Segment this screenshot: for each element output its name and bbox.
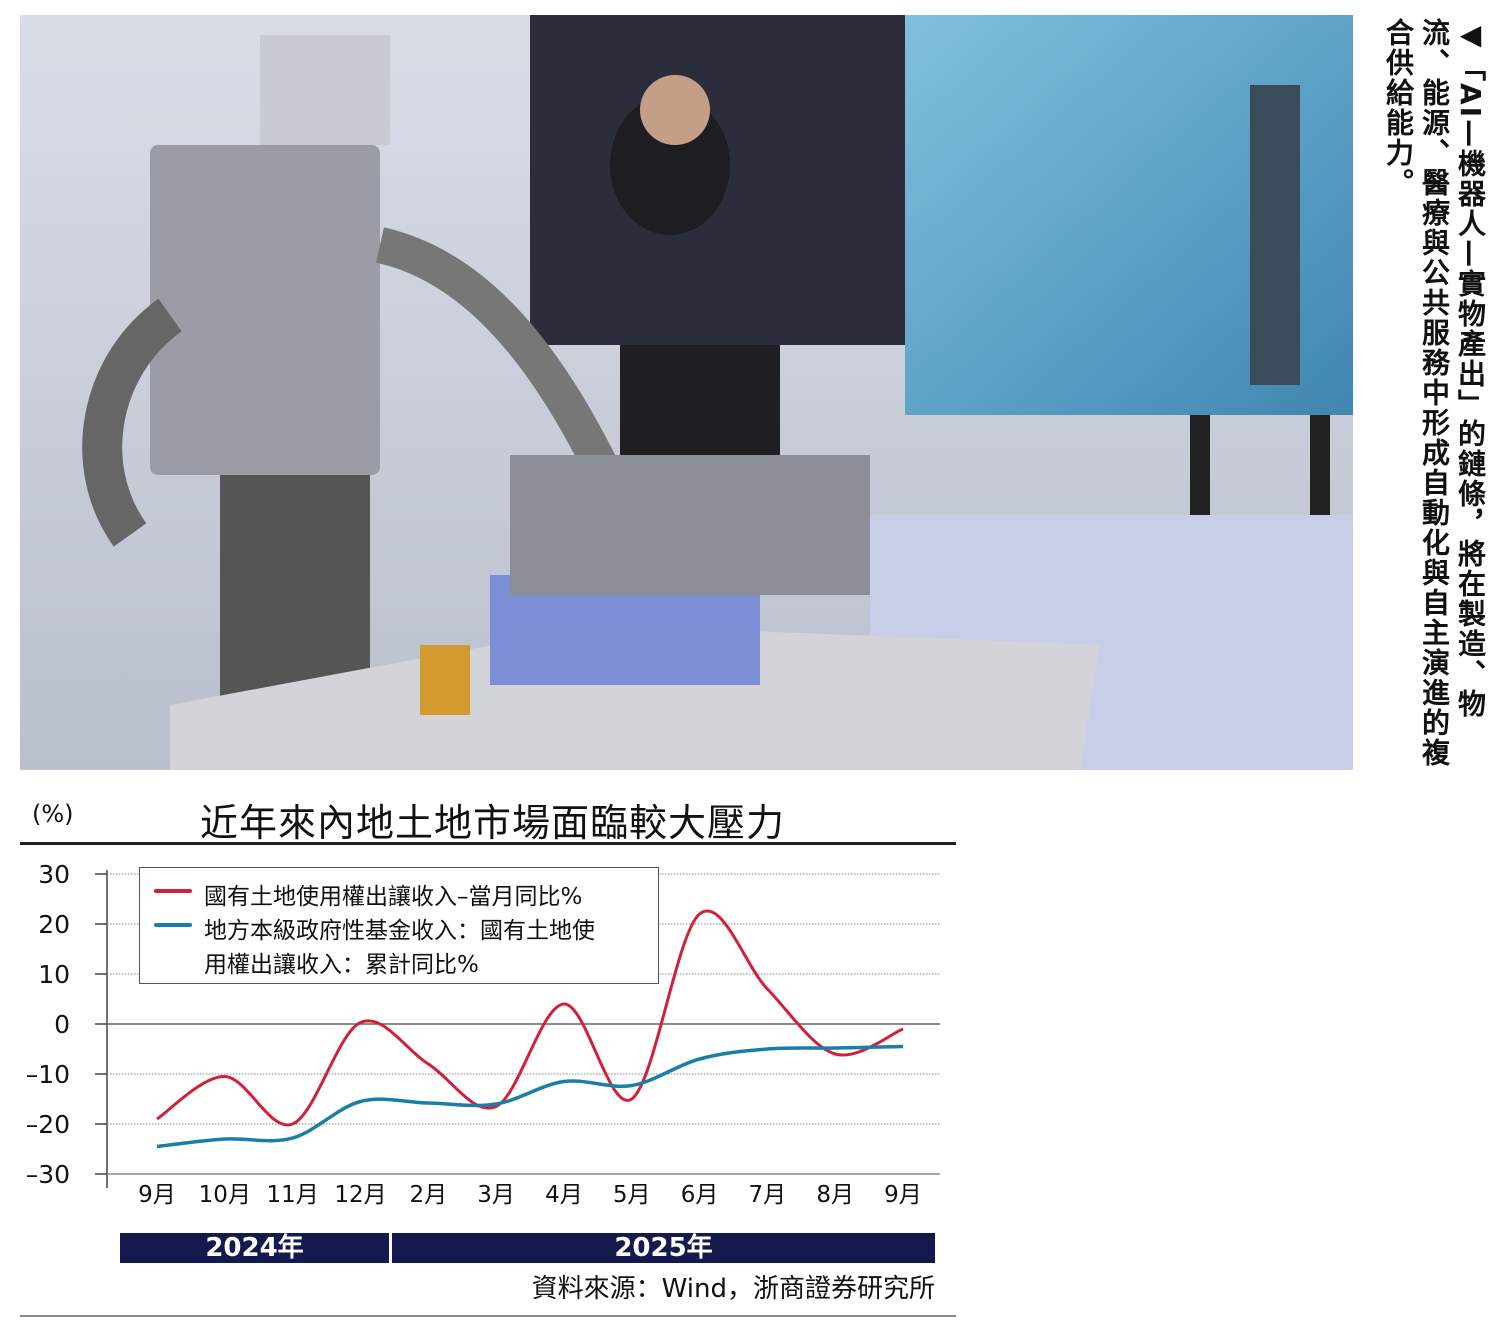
x-tick-label: 8月: [816, 1182, 854, 1208]
source-note: 資料來源：Wind，浙商證券研究所: [531, 1274, 935, 1304]
x-tick-label: 11月: [266, 1182, 318, 1208]
x-tick-label: 7月: [749, 1182, 787, 1208]
series-line-cumulative: [156, 1044, 904, 1149]
x-tick-label: 9月: [138, 1182, 176, 1208]
y-tick-label: 30: [38, 860, 70, 889]
legend-swatch-red: [154, 889, 192, 893]
y-tick-label: 20: [38, 910, 70, 939]
y-axis-unit: (%): [32, 800, 74, 828]
legend-label: 國有土地使用權出讓收入–當月同比%: [204, 884, 583, 910]
y-tick-label: –30: [26, 1160, 70, 1189]
x-tick-label: 6月: [681, 1182, 719, 1208]
x-tick-label: 3月: [477, 1182, 515, 1208]
x-tick-label: 2月: [409, 1182, 447, 1208]
x-tick-label: 9月: [884, 1182, 922, 1208]
title-divider: [20, 842, 956, 845]
legend: 國有土地使用權出讓收入–當月同比% 地方本級政府性基金收入：國有土地使 用權出讓…: [139, 867, 659, 984]
y-tick-label: 0: [54, 1010, 70, 1039]
legend-label-line1: 地方本級政府性基金收入：國有土地使: [204, 918, 595, 944]
x-tick-label: 12月: [334, 1182, 386, 1208]
x-tick-label: 10月: [199, 1182, 251, 1208]
year-band-2024: 2024年: [120, 1233, 389, 1263]
bottom-divider: [20, 1315, 956, 1317]
y-tick-label: –10: [26, 1060, 70, 1089]
legend-label-line2: 用權出讓收入：累計同比%: [204, 952, 479, 978]
legend-item-cumulative: 地方本級政府性基金收入：國有土地使 用權出讓收入：累計同比%: [154, 911, 595, 985]
x-tick-label: 4月: [545, 1182, 583, 1208]
legend-item-monthly: 國有土地使用權出讓收入–當月同比%: [154, 877, 582, 911]
legend-swatch-blue: [154, 923, 192, 927]
y-tick-label: 10: [38, 960, 70, 989]
chart-title: 近年來內地土地市場面臨較大壓力: [200, 801, 786, 845]
legend-label: 地方本級政府性基金收入：國有土地使 用權出讓收入：累計同比%: [204, 911, 595, 985]
photo-caption: ◀「AI—機器人—實物產出」的鏈條，將在製造、物流、能源、醫療與公共服務中形成自…: [1382, 18, 1487, 768]
line-chart: 30 20 10 0 –10 –20 –30 9月 10月 11月 12月 2月 3月 4月 5月 6月 7月 8…: [26, 860, 940, 1208]
y-tick-label: –20: [26, 1110, 70, 1139]
year-band-2025: 2025年: [392, 1233, 935, 1263]
x-tick-label: 5月: [613, 1182, 651, 1208]
robot-exhibition-photo: [20, 15, 1353, 770]
